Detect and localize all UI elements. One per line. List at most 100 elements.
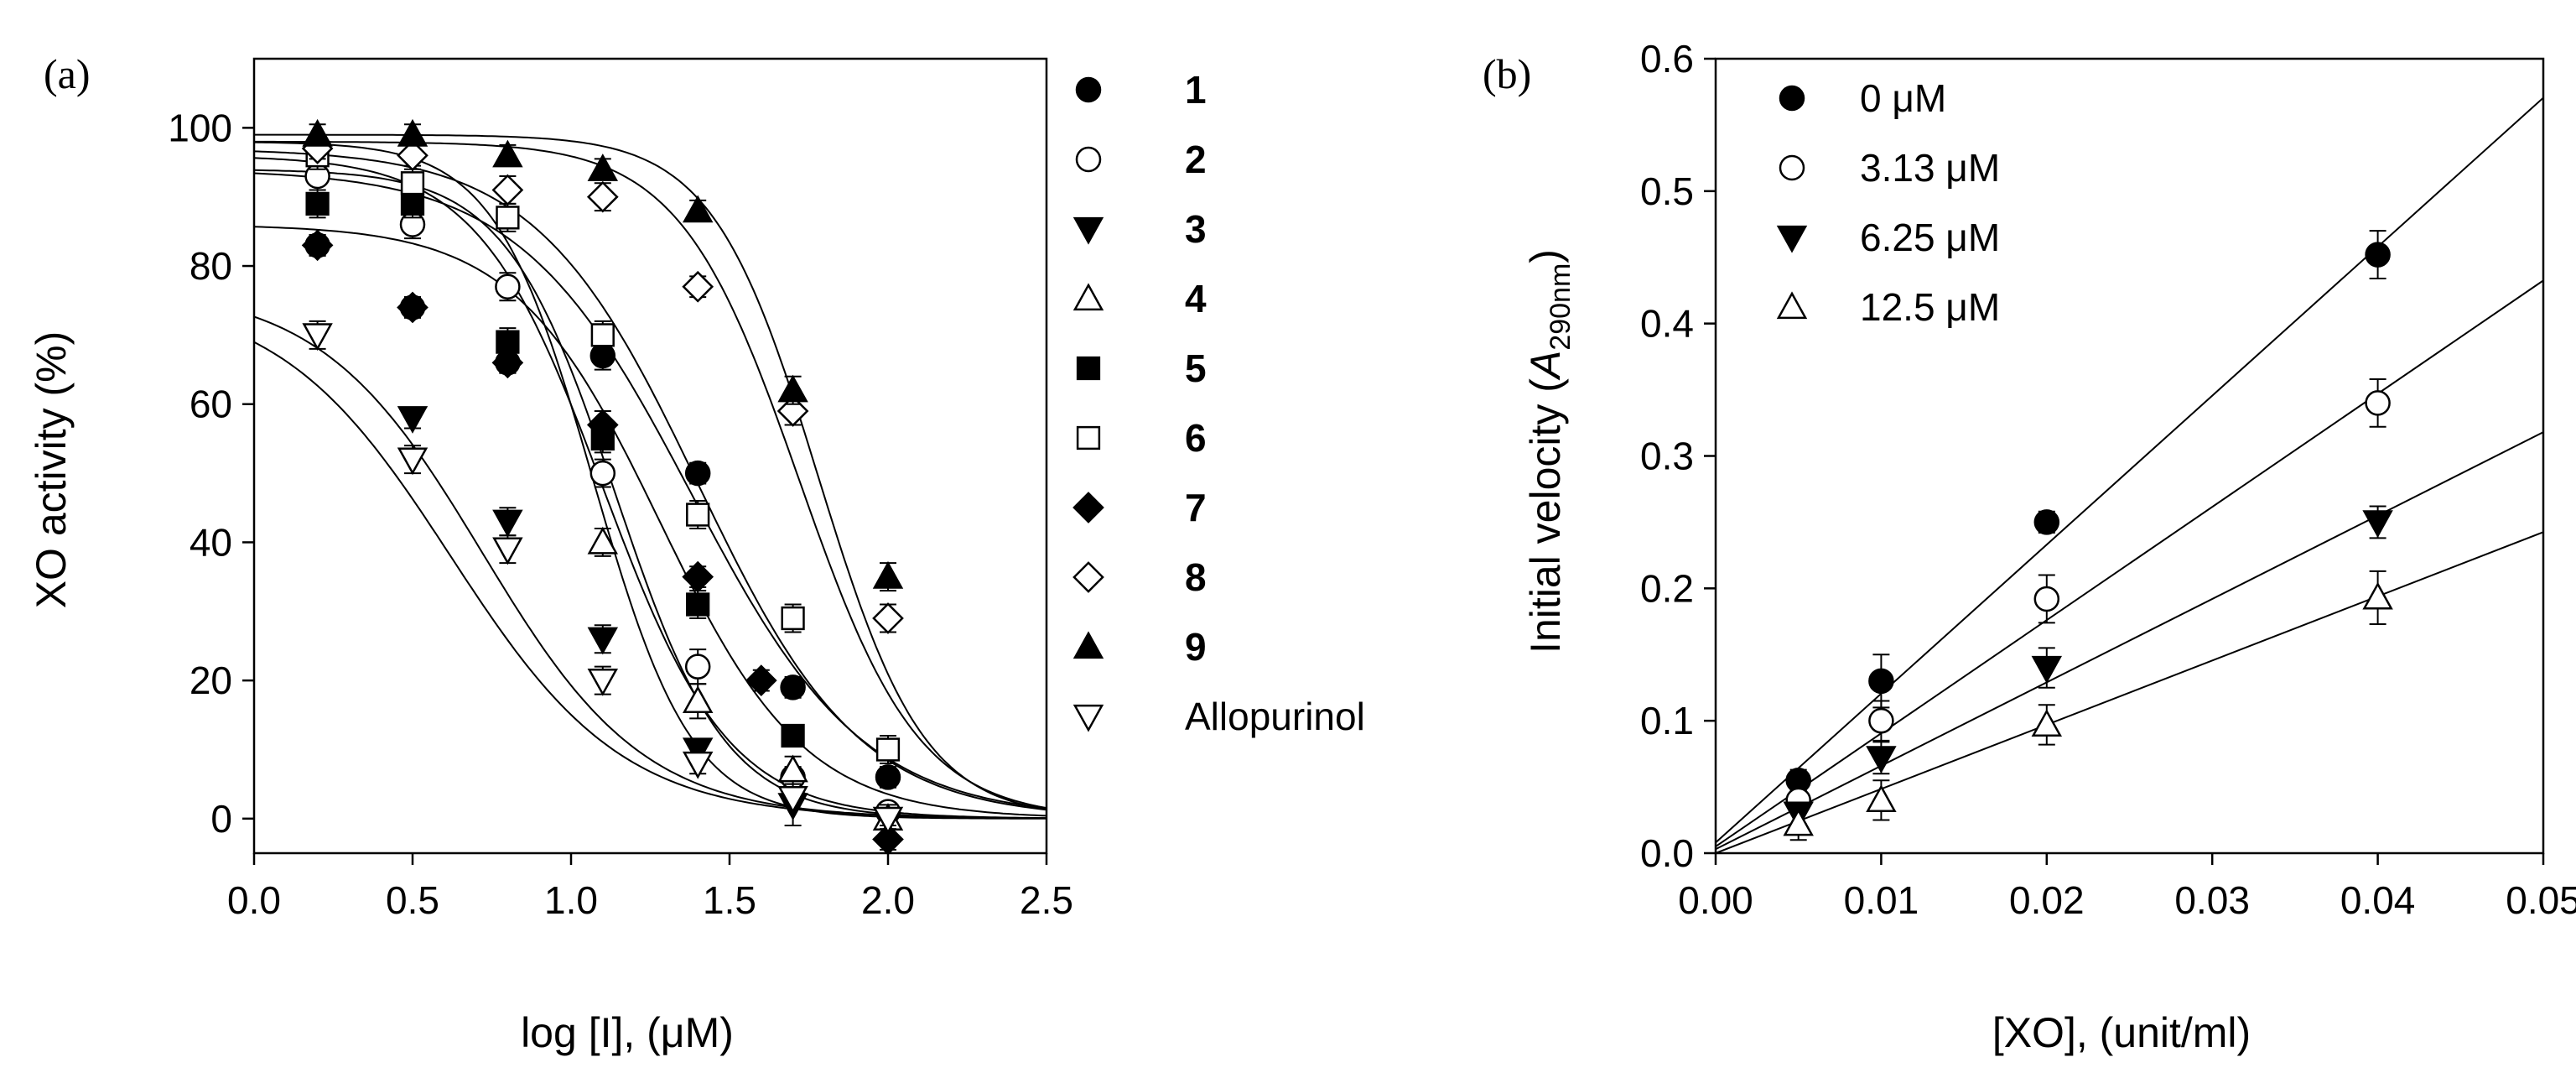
panel-a-point-3: [492, 509, 523, 538]
panel-b-legend-marker-6-25-m: [1776, 225, 1808, 253]
panel-b-fit-line-6-25-m: [1716, 431, 2543, 851]
panel-a-x-tick-label: 1.5: [703, 878, 756, 922]
panel-a-legend: 1 2 3 4 5 6 7 8 9 Allopurinol: [1072, 68, 1365, 738]
panel-a-y-axis-title: XO activity (%): [28, 331, 75, 609]
panel-a-point-3: [587, 627, 619, 655]
panel-a-legend-marker-8: [1072, 561, 1104, 593]
panel-a-point-8: [397, 139, 428, 172]
panel-a-point-2: [495, 273, 521, 299]
panel-b-fit-line-12-5-m: [1716, 531, 2543, 853]
panel-b-legend-marker-0-m: [1779, 85, 1805, 112]
panel-a-y-tick-label: 100: [168, 106, 232, 149]
panel-b-y-axis-title-italic: A: [1522, 351, 1569, 381]
panel-a-point-6: [875, 737, 901, 762]
panel-a-point-5: [496, 330, 520, 354]
panel-a-point-4: [587, 526, 619, 555]
panel-b-legend-label-3-13-m: 3.13 μM: [1860, 146, 2000, 190]
panel-a-point-1: [684, 460, 711, 487]
panel-b-y-tick-label: 0.6: [1640, 37, 1694, 81]
panel-a: (a) XO activity (%) log [I], (μM) 0.0 0.5…: [28, 50, 1365, 1056]
panel-b-point-0-m: [2033, 509, 2060, 535]
panel-b-y-axis-title: Initial velocity (A290nm): [1522, 249, 1576, 654]
panel-a-point-4: [777, 754, 808, 783]
panel-b-legend: 0 μM 3.13 μM 6.25 μM 12.5 μM: [1776, 76, 2000, 329]
panel-b-y-tick-label: 0.1: [1640, 699, 1694, 742]
panel-a-point-5: [305, 191, 330, 216]
panel-a-y-tick-label: 40: [190, 520, 232, 564]
panel-a-fit-curve-7: [254, 226, 1046, 817]
panel-a-legend-marker-7: [1072, 492, 1104, 523]
panel-a-legend-marker-3: [1072, 216, 1104, 245]
panel-b-x-tick-label: 0.01: [1844, 878, 1919, 922]
panel-a-point-6: [590, 323, 615, 347]
panel-a-legend-marker-2: [1075, 146, 1102, 173]
panel-a-plot-area: 0.0 0.5 1.0 1.5 2.0 2.5 0 20 40 60 80 100: [168, 57, 1073, 922]
panel-a-x-tick-label: 0.5: [386, 878, 439, 922]
panel-a-point-7: [872, 823, 904, 856]
panel-b-x-tick-label: 0.05: [2506, 878, 2576, 922]
panel-b-point-12-5-m: [1866, 784, 1897, 812]
panel-a-legend-label-7: 7: [1185, 486, 1207, 529]
panel-b-point-0-m: [2365, 242, 2391, 268]
panel-b-point-3-13-m: [1868, 707, 1894, 734]
panel-a-legend-label-4: 4: [1185, 277, 1207, 320]
panel-a-point-9: [777, 374, 808, 403]
panel-b-point-12-5-m: [1783, 808, 1814, 836]
panel-b-point-3-13-m: [2033, 586, 2060, 612]
panel-b-plot-area: 0.00 0.01 0.02 0.03 0.04 0.05 0.0 0.1 0.2 0.3 0.4 0…: [1640, 37, 2576, 922]
panel-a-legend-label-9: 9: [1185, 625, 1207, 669]
panel-a-point-2: [589, 460, 616, 487]
panel-a-x-tick-label: 2.5: [1020, 878, 1073, 922]
panel-b-x-axis-title: [XO], (unit/ml): [1992, 1009, 2251, 1056]
panel-b-legend-marker-12-5-m: [1776, 291, 1808, 320]
panel-a-point-9: [492, 139, 523, 168]
panel-a-x-tick-label: 2.0: [861, 878, 915, 922]
panel-a-point-allopurinol: [302, 323, 333, 352]
panel-a-legend-marker-4: [1072, 283, 1104, 311]
panel-b-y-axis-title-group: Initial velocity (A290nm): [1522, 249, 1576, 654]
panel-a-point-allopurinol: [492, 537, 523, 565]
panel-a-y-tick-label: 20: [190, 659, 232, 702]
panel-a-fit-curve-9: [254, 133, 1046, 810]
panel-a-legend-label-allopurinol: Allopurinol: [1185, 695, 1365, 738]
panel-a-point-6: [686, 503, 710, 527]
panel-b-y-tick-label: 0.2: [1640, 566, 1694, 610]
panel-b-label: (b): [1483, 50, 1531, 97]
panel-a-fit-curve-1: [254, 172, 1046, 810]
panel-a-point-8: [682, 270, 714, 303]
panel-a-fit-curve-8: [254, 140, 1046, 810]
panel-a-legend-label-1: 1: [1185, 68, 1207, 112]
panel-a-legend-marker-1: [1075, 76, 1102, 103]
panel-a-axes-frame: [252, 57, 1048, 855]
panel-a-point-allopurinol: [397, 447, 428, 476]
panel-a-point-9: [302, 118, 333, 147]
panel-a-y-tick-label: 80: [190, 244, 232, 288]
panel-a-point-7: [682, 560, 714, 593]
panel-a-point-allopurinol: [777, 785, 808, 814]
panel-a-point-5: [781, 723, 805, 748]
panel-a-point-8: [491, 174, 524, 206]
panel-b-axes-frame: [1714, 57, 2545, 855]
panel-b: (b) Initial velocity (A290nm) [XO], (uni…: [1483, 37, 2576, 1056]
panel-a-point-8: [586, 180, 619, 213]
panel-b-point-6-25-m: [2362, 510, 2393, 539]
panel-a-x-axis-title: log [I], (μM): [521, 1009, 734, 1056]
panel-a-point-1: [780, 674, 806, 700]
panel-a-legend-marker-9: [1072, 631, 1104, 659]
panel-a-legend-marker-6: [1076, 425, 1101, 450]
panel-a-point-8: [872, 602, 904, 634]
panel-b-y-tick-label: 0.0: [1640, 831, 1694, 875]
panel-a-point-7: [491, 346, 524, 379]
panel-b-point-6-25-m: [2031, 655, 2063, 684]
panel-a-label: (a): [44, 50, 91, 97]
panel-b-point-0-m: [1868, 668, 1894, 695]
panel-b-fit-line-0-m: [1716, 96, 2543, 844]
panel-a-point-9: [397, 118, 428, 147]
panel-a-point-7: [397, 291, 428, 324]
panel-b-point-12-5-m: [2031, 709, 2063, 737]
panel-a-x-tick-label: 1.0: [544, 878, 598, 922]
panel-a-legend-label-6: 6: [1185, 416, 1207, 460]
panel-a-y-axis-title-group: XO activity (%): [28, 331, 75, 609]
panel-b-legend-label-0-m: 0 μM: [1860, 76, 1946, 120]
panel-a-point-3: [397, 406, 428, 434]
